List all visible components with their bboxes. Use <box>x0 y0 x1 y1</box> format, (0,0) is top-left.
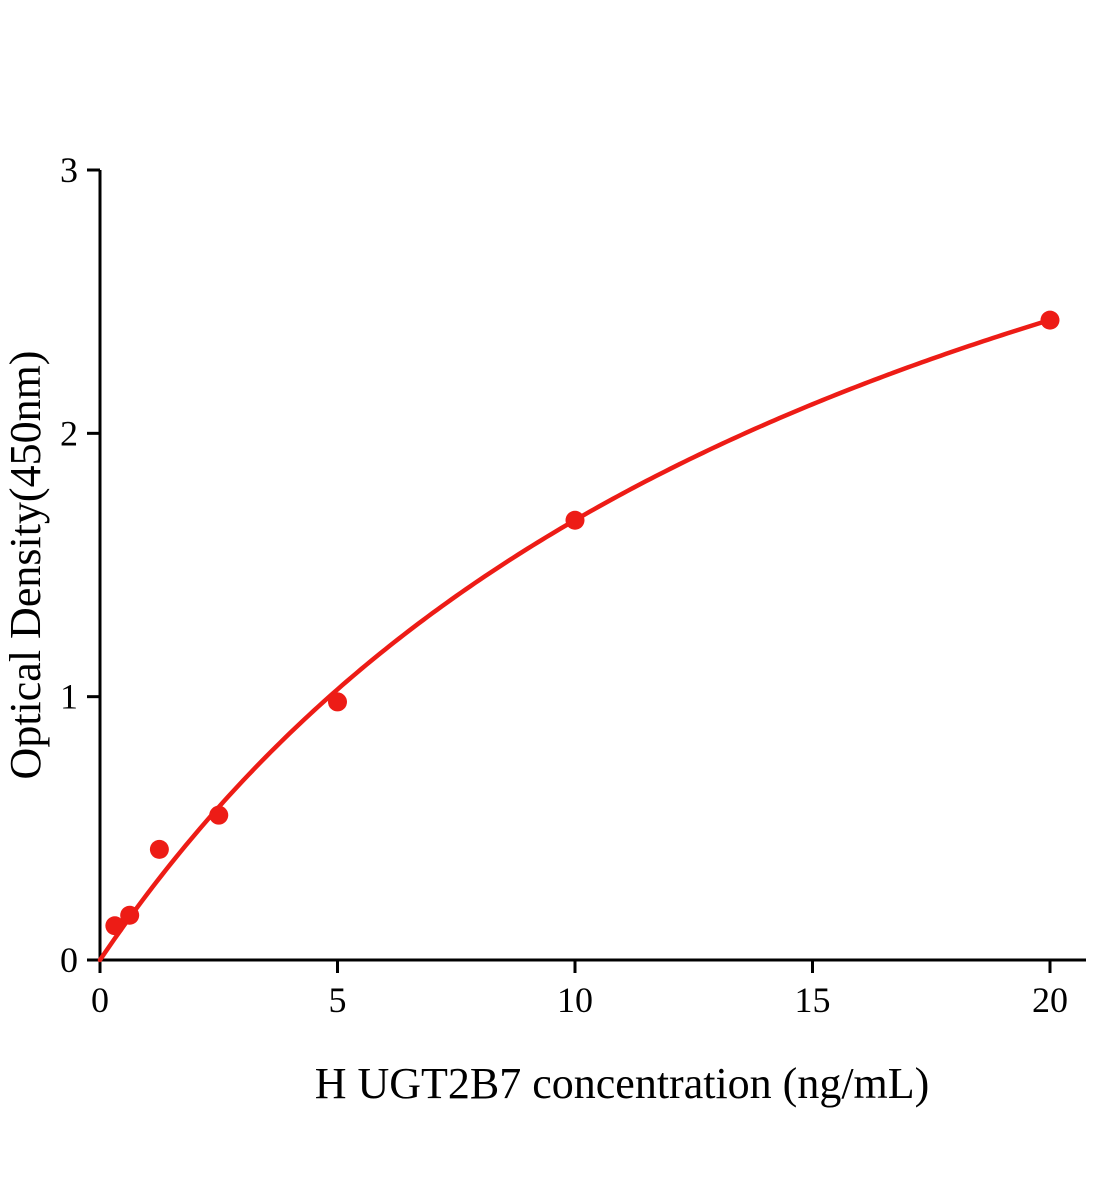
data-point <box>328 692 347 712</box>
x-axis-title: H UGT2B7 concentration (ng/mL) <box>315 1059 930 1108</box>
data-point <box>209 805 229 825</box>
data-point <box>565 510 585 530</box>
data-point <box>149 839 169 859</box>
data-point <box>105 916 125 936</box>
axes-layer: 0 5 10 15 20 0 1 2 3 <box>60 150 1086 1020</box>
y-tick-label: 3 <box>60 150 78 190</box>
x-tick-label: 0 <box>91 980 109 1020</box>
x-tick-label: 20 <box>1032 980 1068 1020</box>
x-tick-label: 5 <box>329 980 347 1020</box>
data-layer <box>97 310 1060 963</box>
x-tick-label: 10 <box>557 980 593 1020</box>
y-tick-label: 2 <box>60 413 78 453</box>
y-tick-label: 1 <box>60 677 78 717</box>
data-point <box>120 905 140 925</box>
y-axis-title: Optical Density(450nm) <box>1 351 50 780</box>
y-tick-label: 0 <box>60 940 78 980</box>
x-tick-label: 15 <box>795 980 831 1020</box>
fit-curve <box>97 317 1053 963</box>
data-point <box>1040 310 1060 330</box>
